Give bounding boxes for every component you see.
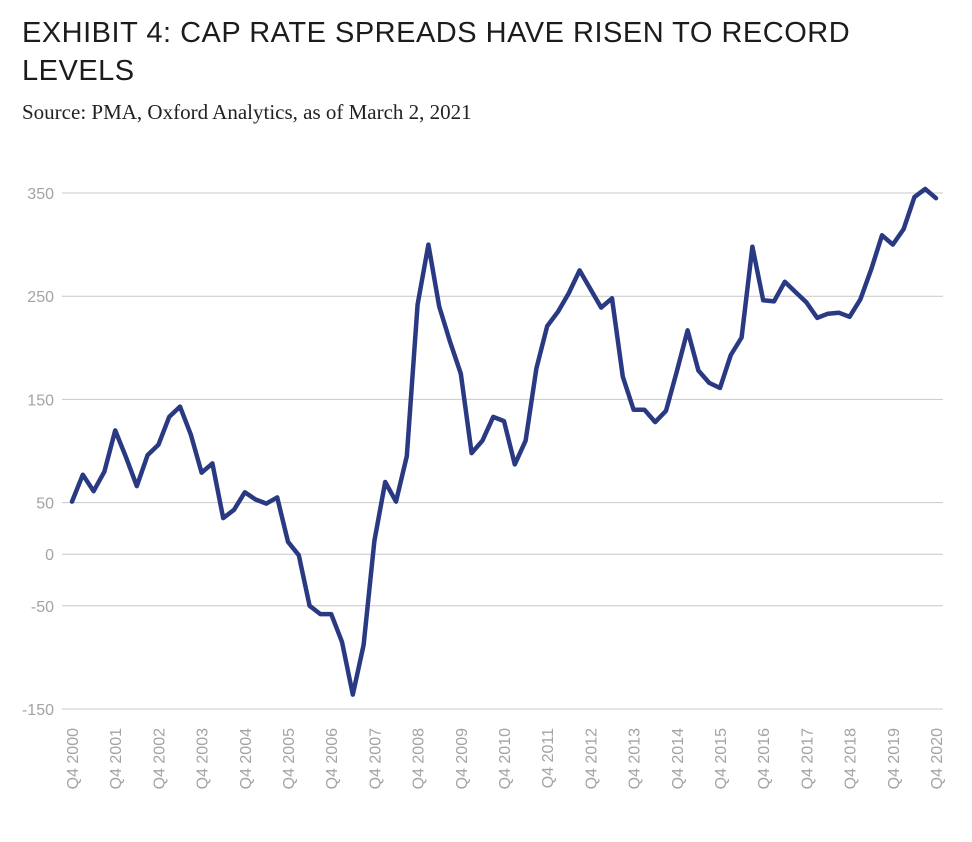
x-tick-label: Q4 2005 — [281, 728, 298, 789]
x-tick-label: Q4 2016 — [756, 728, 773, 789]
x-tick-label: Q4 2006 — [324, 728, 341, 789]
x-tick-label: Q4 2015 — [713, 728, 730, 789]
grid-lines — [62, 192, 943, 710]
x-tick-label: Q4 2008 — [411, 728, 428, 789]
x-tick-label: Q4 2019 — [886, 728, 903, 789]
x-tick-label: Q4 2012 — [583, 728, 600, 789]
series-line-cap-rate-spread — [69, 186, 939, 697]
x-tick-label: Q4 2000 — [65, 728, 82, 789]
x-tick-label: Q4 2002 — [151, 728, 168, 789]
y-tick-label: 250 — [27, 289, 54, 306]
chart-title: EXHIBIT 4: CAP RATE SPREADS HAVE RISEN T… — [22, 17, 851, 87]
x-tick-label: Q4 2007 — [367, 728, 384, 789]
x-tick-label: Q4 2017 — [799, 728, 816, 789]
x-axis-ticks: Q4 2000 Q4 2001 Q4 2002 Q4 2003 Q4 2004 Q4 20… — [65, 728, 946, 789]
x-tick-label: Q4 2014 — [670, 728, 687, 789]
x-tick-label: Q4 2018 — [843, 728, 860, 789]
y-tick-label: -150 — [22, 702, 54, 719]
x-tick-label: Q4 2011 — [540, 728, 557, 788]
y-axis-ticks: 350 250 150 50 0 -50 -150 — [22, 186, 54, 719]
x-tick-label: Q4 2003 — [195, 728, 212, 789]
y-tick-label: 150 — [27, 392, 54, 409]
x-tick-label: Q4 2004 — [238, 728, 255, 789]
x-tick-label: Q4 2001 — [108, 728, 125, 789]
chart-subtitle: Source: PMA, Oxford Analytics, as of Mar… — [22, 100, 472, 124]
y-tick-label: 350 — [27, 186, 54, 203]
x-tick-label: Q4 2020 — [929, 728, 946, 789]
y-tick-label: 50 — [36, 496, 54, 513]
x-tick-label: Q4 2009 — [454, 728, 471, 789]
x-tick-label: Q4 2013 — [627, 728, 644, 789]
x-tick-label: Q4 2010 — [497, 728, 514, 789]
y-tick-label: -50 — [31, 599, 54, 616]
y-tick-label: 0 — [45, 547, 54, 564]
